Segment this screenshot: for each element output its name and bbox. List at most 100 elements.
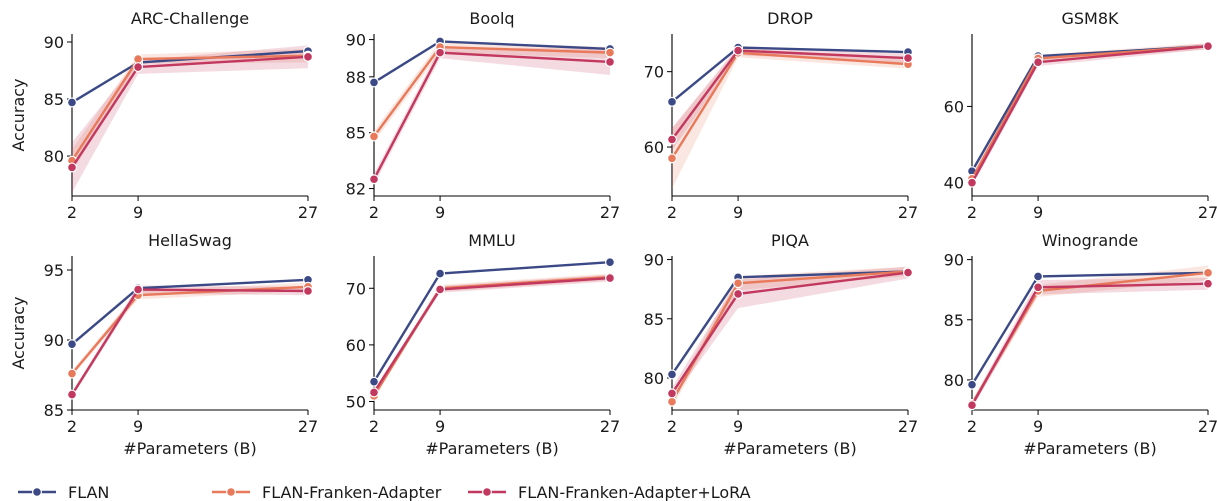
data-point xyxy=(369,131,380,142)
y-tick-label: 90 xyxy=(944,251,964,270)
x-tick-label: 27 xyxy=(600,203,620,222)
y-tick-label: 90 xyxy=(346,31,366,50)
confidence-band xyxy=(72,285,308,398)
data-point xyxy=(1033,271,1044,282)
subplot-title: PIQA xyxy=(771,231,809,250)
confidence-band xyxy=(672,48,908,189)
data-point xyxy=(1033,282,1044,293)
x-tick-label: 27 xyxy=(1198,417,1217,436)
x-tick-label: 2 xyxy=(369,203,379,222)
x-tick-label: 2 xyxy=(967,203,977,222)
x-tick-label: 2 xyxy=(67,203,77,222)
series-line xyxy=(70,288,309,396)
x-axis-label: #Parameters (B) xyxy=(425,439,559,458)
y-tick-label: 95 xyxy=(44,261,64,280)
data-point xyxy=(733,288,744,299)
x-tick-label: 9 xyxy=(435,417,445,436)
data-point xyxy=(66,162,77,173)
y-tick-label: 80 xyxy=(44,147,64,166)
confidence-band xyxy=(72,45,308,193)
series-line xyxy=(71,285,309,375)
y-tick-label: 85 xyxy=(44,90,64,109)
subplot-title: GSM8K xyxy=(1061,9,1119,28)
data-point xyxy=(604,273,615,284)
x-tick-label: 27 xyxy=(298,417,318,436)
x-tick-label: 27 xyxy=(1198,203,1217,222)
legend-item: FLAN xyxy=(18,483,109,501)
confidence-band xyxy=(72,282,308,377)
y-tick-label: 85 xyxy=(944,311,964,330)
y-tick-label: 60 xyxy=(644,138,664,157)
confidence-band xyxy=(672,266,908,400)
data-point xyxy=(666,96,677,107)
legend-item: FLAN-Franken-Adapter+LoRA xyxy=(468,483,751,501)
legend-swatch-marker xyxy=(482,487,493,498)
x-tick-label: 2 xyxy=(667,203,677,222)
y-tick-label: 50 xyxy=(346,393,366,412)
data-point xyxy=(435,284,446,295)
data-point xyxy=(1202,278,1213,289)
y-tick-label: 85 xyxy=(644,310,664,329)
data-point xyxy=(733,45,744,56)
x-tick-label: 9 xyxy=(733,417,743,436)
x-axis-label: #Parameters (B) xyxy=(723,439,857,458)
y-tick-label: 80 xyxy=(944,371,964,390)
x-tick-label: 27 xyxy=(898,417,918,436)
subplot-title: ARC-Challenge xyxy=(131,9,249,28)
y-tick-label: 70 xyxy=(346,279,366,298)
x-tick-label: 9 xyxy=(133,417,143,436)
data-point xyxy=(902,53,913,64)
data-point xyxy=(303,51,314,62)
x-tick-label: 9 xyxy=(435,203,445,222)
subplot-title: Winogrande xyxy=(1042,231,1139,250)
data-point xyxy=(666,388,677,399)
data-point xyxy=(1033,57,1044,68)
data-point xyxy=(66,97,77,108)
data-point xyxy=(604,56,615,67)
x-tick-label: 9 xyxy=(733,203,743,222)
y-axis-label: Accuracy xyxy=(9,78,28,151)
data-point xyxy=(966,379,977,390)
confidence-band xyxy=(374,274,610,396)
series-line xyxy=(970,45,1209,180)
x-axis-label: #Parameters (B) xyxy=(1023,439,1157,458)
subplot-4: GSM8K 40 60 2 9 27 xyxy=(944,9,1217,222)
data-point xyxy=(604,257,615,268)
y-tick-label: 82 xyxy=(346,180,366,199)
legend-label: FLAN-Franken-Adapter+LoRA xyxy=(518,483,751,501)
y-tick-label: 90 xyxy=(44,33,64,52)
data-point xyxy=(666,134,677,145)
x-tick-label: 2 xyxy=(967,417,977,436)
data-point xyxy=(666,396,677,407)
subplot-6: MMLU 50 60 70 2 9 27 #Parameters (B) xyxy=(346,231,621,458)
y-tick-label: 85 xyxy=(346,124,366,143)
data-point xyxy=(733,278,744,289)
data-point xyxy=(902,267,913,278)
data-point xyxy=(1202,267,1213,278)
subplot-7: PIQA 80 85 90 2 9 27 #Parameters (B) xyxy=(644,231,919,458)
legend-label: FLAN xyxy=(68,483,109,501)
series-line xyxy=(372,276,611,394)
legend-item: FLAN-Franken-Adapter xyxy=(212,483,442,501)
y-tick-label: 60 xyxy=(346,336,366,355)
series-line xyxy=(70,55,309,169)
y-tick-label: 88 xyxy=(346,68,366,87)
data-point xyxy=(966,400,977,411)
x-axis-label: #Parameters (B) xyxy=(123,439,257,458)
x-tick-label: 27 xyxy=(298,203,318,222)
y-tick-label: 60 xyxy=(944,97,964,116)
data-point xyxy=(369,376,380,387)
legend: FLAN FLAN-Franken-Adapter FLAN-Franken-Ada… xyxy=(18,483,751,501)
x-tick-label: 2 xyxy=(67,417,77,436)
y-tick-label: 85 xyxy=(44,401,64,420)
data-point xyxy=(1202,41,1213,52)
data-point xyxy=(369,387,380,398)
series-line xyxy=(970,282,1209,406)
y-tick-label: 90 xyxy=(44,331,64,350)
confidence-band xyxy=(72,48,308,173)
subplot-title: HellaSwag xyxy=(148,231,232,250)
y-tick-label: 80 xyxy=(644,369,664,388)
x-tick-label: 9 xyxy=(1033,203,1043,222)
y-tick-label: 40 xyxy=(944,174,964,193)
confidence-band xyxy=(374,47,610,185)
